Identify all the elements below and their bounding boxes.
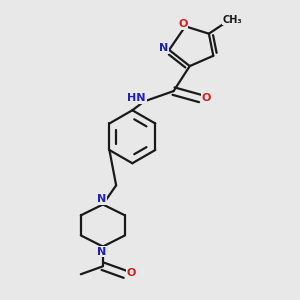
- Text: N: N: [97, 247, 106, 257]
- Text: O: O: [202, 94, 211, 103]
- Text: CH₃: CH₃: [222, 15, 242, 25]
- Text: O: O: [178, 19, 188, 29]
- Text: N: N: [159, 44, 169, 53]
- Text: N: N: [97, 194, 106, 204]
- Text: HN: HN: [128, 94, 146, 103]
- Text: O: O: [127, 268, 136, 278]
